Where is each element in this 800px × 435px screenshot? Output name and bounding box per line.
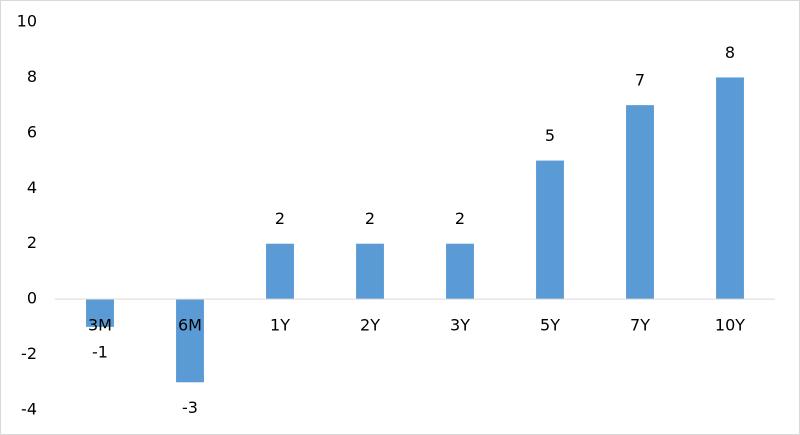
bar — [266, 243, 294, 300]
bar — [626, 105, 654, 300]
y-tick-label: 2 — [27, 233, 37, 252]
x-tick-label: 1Y — [270, 316, 290, 335]
bar — [716, 77, 744, 300]
y-tick-label: -4 — [21, 400, 37, 419]
x-tick-label: 3Y — [450, 316, 470, 335]
data-label: 7 — [635, 71, 645, 90]
x-tick-label: 2Y — [360, 316, 380, 335]
y-tick-label: 4 — [27, 178, 37, 197]
y-tick-label: 10 — [17, 12, 37, 31]
y-tick-label: -2 — [21, 344, 37, 363]
bar — [446, 243, 474, 300]
x-tick-label: 6M — [178, 316, 202, 335]
bar — [176, 299, 204, 383]
data-label: 2 — [455, 209, 465, 228]
y-tick-label: 6 — [27, 122, 37, 141]
data-label: -1 — [92, 342, 108, 361]
y-tick-label: 8 — [27, 67, 37, 86]
y-tick-label: 0 — [27, 289, 37, 308]
bar — [86, 299, 114, 327]
x-tick-label: 10Y — [715, 316, 745, 335]
data-label: 2 — [365, 209, 375, 228]
x-tick-label: 3M — [88, 316, 112, 335]
data-label: 8 — [725, 43, 735, 62]
bar — [356, 243, 384, 300]
x-tick-label: 5Y — [540, 316, 560, 335]
bar — [536, 160, 564, 300]
x-tick-label: 7Y — [630, 316, 650, 335]
data-label: 5 — [545, 126, 555, 145]
data-label: 2 — [275, 209, 285, 228]
data-label: -3 — [182, 398, 198, 417]
